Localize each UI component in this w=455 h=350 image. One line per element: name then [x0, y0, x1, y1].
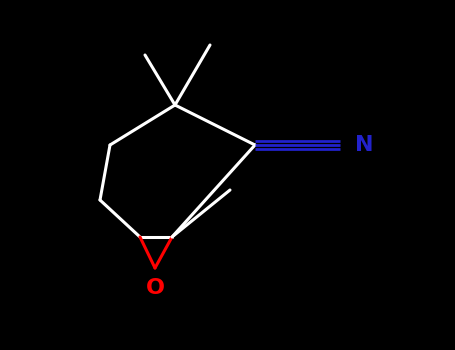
Text: O: O — [146, 278, 165, 298]
Text: N: N — [355, 135, 374, 155]
